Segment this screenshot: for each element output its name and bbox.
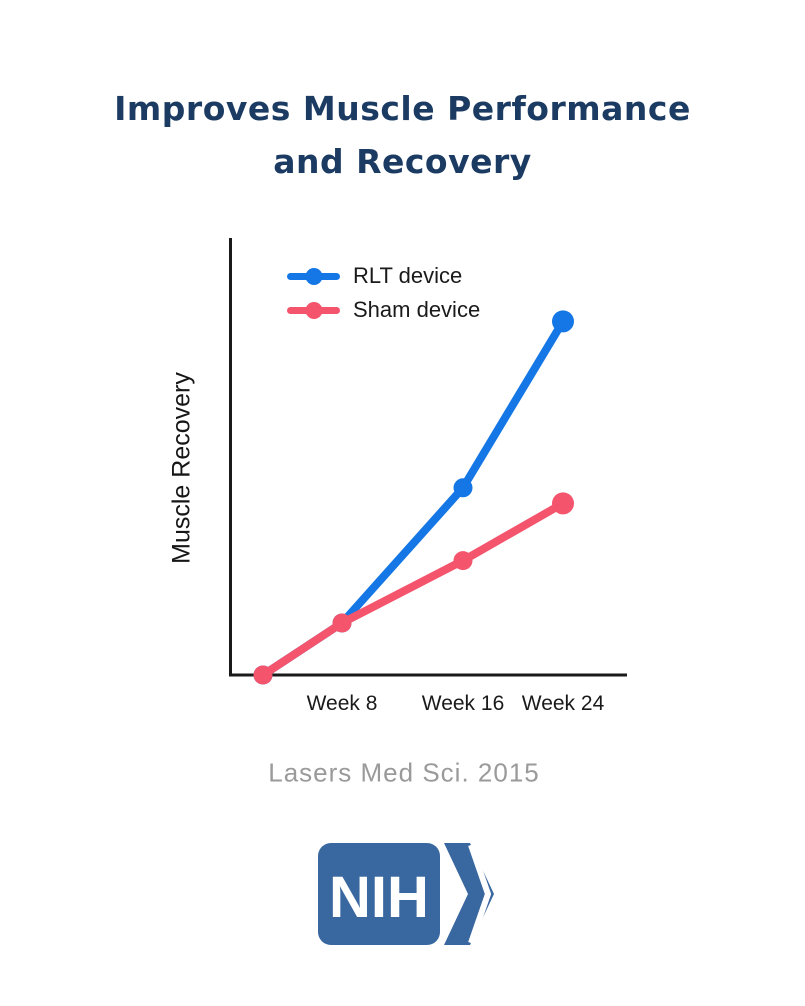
- data-point-sham: [552, 492, 574, 515]
- series-line-sham: [259, 499, 567, 679]
- data-point-sham: [253, 665, 273, 685]
- legend-row-rlt: RLT device: [287, 263, 480, 289]
- legend-label-sham: Sham device: [353, 297, 481, 322]
- series-line-rlt: [259, 317, 567, 679]
- data-point-sham: [332, 613, 352, 633]
- page-title: Improves Muscle Performance and Recovery: [0, 82, 805, 188]
- legend-row-sham: Sham device: [287, 297, 480, 323]
- data-point-rlt: [453, 478, 473, 498]
- legend-dot-icon: [305, 267, 322, 285]
- x-tick-week-8: Week 8: [306, 692, 378, 715]
- legend-marker-rlt-icon: [287, 267, 340, 285]
- nih-logo-arrow-icon: [444, 843, 494, 945]
- page-title-line-2: and Recovery: [273, 142, 532, 181]
- citation: Lasers Med Sci. 2015: [268, 757, 540, 788]
- legend-label-rlt: RLT device: [353, 263, 463, 288]
- y-axis-label: Muscle Recovery: [167, 372, 196, 564]
- nih-logo-box: [318, 843, 440, 945]
- nih-logo: NIH: [318, 843, 494, 945]
- data-point-rlt: [552, 310, 574, 333]
- nih-logo-text: NIH: [329, 865, 429, 930]
- data-point-sham: [453, 551, 473, 571]
- chart-axes: [229, 238, 627, 677]
- x-tick-week-24: Week 24: [521, 692, 605, 715]
- nih-logo-arrow-stripe: [468, 844, 492, 944]
- legend-dot-icon: [305, 301, 322, 319]
- legend-marker-sham-icon: [287, 301, 340, 319]
- chart-legend: RLT device Sham device: [287, 263, 480, 331]
- page-title-line-1: Improves Muscle Performance: [114, 89, 691, 128]
- x-tick-week-16: Week 16: [421, 692, 505, 715]
